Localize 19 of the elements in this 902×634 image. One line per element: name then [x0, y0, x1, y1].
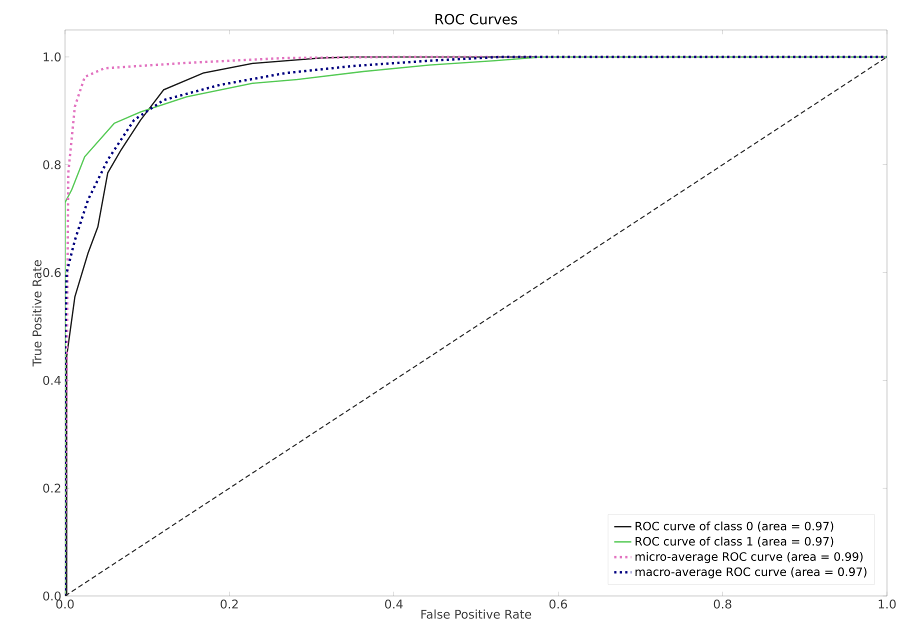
legend-label: ROC curve of class 0 (area = 0.97) [636, 522, 834, 532]
y-tick-label: 0.2 [43, 484, 60, 493]
x-tick-label: 1.0 [878, 600, 896, 609]
legend-label: micro-average ROC curve (area = 0.99) [636, 552, 863, 564]
x-axis-title: False Positive Rate [421, 609, 532, 619]
y-tick-label: 0.8 [43, 160, 61, 170]
x-tick-label: 0.2 [220, 600, 238, 609]
x-tick-label: 0.0 [56, 600, 74, 609]
legend-label: macro-average ROC curve (area = 0.97) [636, 567, 866, 578]
chart-title: ROC Curves [436, 14, 518, 24]
x-tick-label: 0.8 [714, 600, 732, 609]
y-axis-title: True Positive Rate [32, 260, 42, 366]
y-tick-label: 0.6 [43, 268, 61, 278]
y-tick-label: 0.0 [43, 591, 61, 601]
legend-label: ROC curve of class 1 (area = 0.97) [636, 536, 834, 548]
x-tick-label: 0.4 [385, 600, 403, 609]
y-tick-label: 1.0 [44, 52, 61, 62]
y-tick-label: 0.4 [43, 376, 61, 385]
x-tick-label: 0.6 [549, 600, 567, 609]
